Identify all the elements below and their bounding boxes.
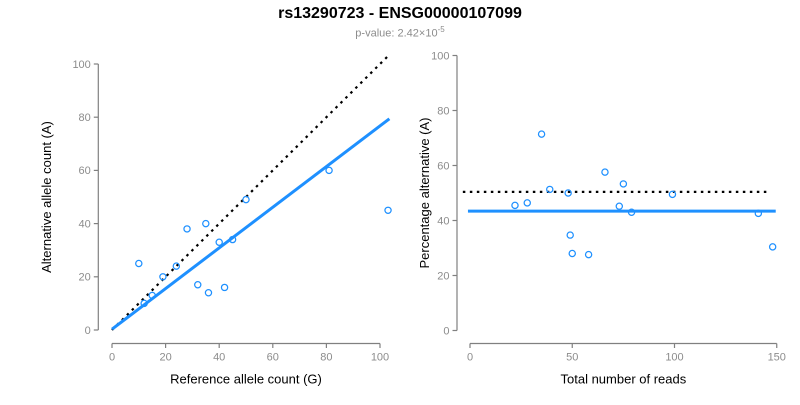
data-point (601, 168, 609, 176)
y-axis-title: Percentage alternative (A) (417, 117, 432, 268)
y-tick-label: 20 (79, 272, 91, 284)
y-tick-label: 0 (85, 325, 91, 337)
data-point (546, 185, 554, 194)
data-point (194, 281, 202, 289)
data-point (584, 250, 593, 259)
y-tick-label: 40 (79, 218, 91, 230)
y-tick-label: 100 (431, 50, 449, 62)
y-tick-label: 80 (79, 112, 91, 124)
x-tick-label: 0 (467, 352, 473, 364)
x-tick-label: 100 (371, 352, 389, 364)
allele-count-scatter: 0 20 40 60 80 100 Reference allele count (G) 0 2… (39, 55, 392, 387)
x-tick-label: 60 (267, 352, 279, 364)
fit-line (111, 117, 391, 331)
y-tick-label: 60 (437, 160, 449, 172)
data-point (537, 130, 546, 138)
x-tick-label: 0 (109, 352, 115, 364)
pvalue-text: p-value: 2.42×10 (355, 27, 438, 40)
reference-line (111, 55, 389, 331)
x-tick-label: 150 (768, 352, 786, 364)
page-title: rs13290723 - ENSG00000107099 (278, 5, 522, 22)
x-tick-label: 20 (159, 352, 171, 364)
x-axis-title: Reference allele count (G) (170, 372, 322, 387)
data-point (568, 249, 576, 258)
data-point (140, 299, 148, 308)
pvalue-subtitle: p-value: 2.42×10-5 (0, 25, 800, 40)
x-tick-label: 40 (213, 352, 225, 364)
data-point (215, 238, 223, 246)
data-point (183, 225, 191, 233)
data-point (619, 180, 628, 188)
data-point (523, 199, 531, 207)
y-tick-label: 80 (437, 105, 449, 117)
x-tick-label: 100 (665, 352, 683, 364)
percentage-vs-reads-scatter: 0 50 100 150 Total number of reads 0 20 40 60 80 1… (417, 50, 786, 386)
data-point (384, 206, 392, 215)
x-axis-title: Total number of reads (561, 372, 687, 387)
data-point (202, 219, 210, 228)
y-tick-label: 0 (443, 325, 449, 337)
data-point (242, 195, 250, 204)
pvalue-exponent: -5 (437, 25, 445, 34)
data-point (668, 190, 677, 199)
y-tick-label: 60 (79, 165, 91, 177)
data-point (204, 289, 213, 297)
data-point (768, 243, 777, 251)
data-point (159, 273, 167, 281)
data-point (627, 208, 636, 216)
x-tick-label: 50 (566, 352, 578, 364)
data-point (564, 189, 572, 197)
data-point (172, 262, 181, 270)
data-point (325, 166, 333, 175)
data-point (511, 201, 519, 210)
data-point (228, 235, 237, 244)
y-tick-label: 20 (437, 270, 449, 282)
x-tick-label: 80 (320, 352, 332, 364)
data-point (220, 283, 229, 292)
y-tick-label: 40 (437, 215, 449, 227)
y-tick-label: 100 (72, 59, 90, 71)
data-point (615, 202, 624, 210)
data-point (754, 209, 763, 218)
y-axis-title: Alternative allele count (A) (39, 121, 54, 273)
data-point (135, 259, 143, 268)
data-point (148, 291, 156, 300)
data-point (566, 231, 574, 239)
